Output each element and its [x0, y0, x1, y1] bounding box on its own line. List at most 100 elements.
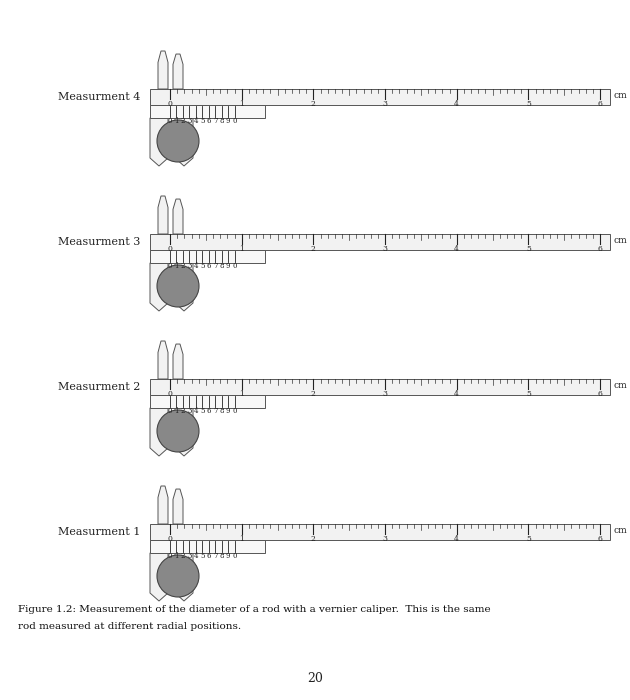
Bar: [150, 234, 610, 250]
Polygon shape: [158, 196, 168, 234]
Text: 4: 4: [454, 100, 459, 108]
Polygon shape: [150, 553, 168, 601]
Text: 7: 7: [213, 407, 217, 415]
Text: 1: 1: [239, 245, 244, 253]
Text: 9: 9: [226, 117, 231, 125]
Bar: [150, 250, 265, 263]
Text: 4: 4: [193, 552, 198, 560]
Text: 0: 0: [168, 535, 173, 543]
Polygon shape: [175, 553, 193, 601]
Text: 2: 2: [311, 245, 316, 253]
Text: 9: 9: [226, 407, 231, 415]
Text: 1: 1: [175, 407, 179, 415]
Text: 1: 1: [239, 390, 244, 398]
Text: 6: 6: [598, 245, 602, 253]
Text: 0: 0: [168, 100, 173, 108]
Text: 8: 8: [219, 262, 224, 270]
Text: 1: 1: [175, 117, 179, 125]
Text: 1: 1: [175, 262, 179, 270]
Text: 3: 3: [187, 117, 192, 125]
Text: 9: 9: [226, 552, 231, 560]
Text: 6: 6: [598, 535, 602, 543]
Text: 4: 4: [193, 407, 198, 415]
Circle shape: [157, 555, 199, 597]
Text: 2: 2: [181, 117, 185, 125]
Text: rod measured at different radial positions.: rod measured at different radial positio…: [18, 622, 241, 631]
Polygon shape: [150, 118, 168, 166]
Text: 4: 4: [454, 535, 459, 543]
Polygon shape: [158, 341, 168, 379]
Text: 3: 3: [382, 245, 387, 253]
Circle shape: [157, 410, 199, 452]
Text: 6: 6: [207, 407, 211, 415]
Text: 6: 6: [207, 117, 211, 125]
Bar: [150, 524, 610, 540]
Polygon shape: [173, 54, 183, 89]
Text: 0: 0: [232, 117, 237, 125]
Text: 0: 0: [168, 245, 173, 253]
Polygon shape: [173, 489, 183, 524]
Text: 0: 0: [168, 552, 172, 560]
Text: 5: 5: [526, 535, 530, 543]
Text: 5: 5: [200, 407, 205, 415]
Text: Measurment 3: Measurment 3: [57, 237, 140, 247]
Text: 5: 5: [200, 552, 205, 560]
Text: 2: 2: [311, 535, 316, 543]
Text: 7: 7: [213, 117, 217, 125]
Circle shape: [157, 265, 199, 307]
Bar: [150, 105, 265, 118]
Text: 6: 6: [598, 390, 602, 398]
Bar: [150, 540, 265, 553]
Polygon shape: [150, 263, 168, 311]
Text: Figure 1.2: Measurement of the diameter of a rod with a vernier caliper.  This i: Figure 1.2: Measurement of the diameter …: [18, 605, 491, 614]
Text: 5: 5: [200, 262, 205, 270]
Text: 7: 7: [213, 262, 217, 270]
Text: 2: 2: [311, 100, 316, 108]
Text: 0: 0: [232, 407, 237, 415]
Text: 6: 6: [207, 552, 211, 560]
Text: 5: 5: [526, 390, 530, 398]
Text: 2: 2: [181, 262, 185, 270]
Text: 4: 4: [454, 390, 459, 398]
Bar: [150, 395, 265, 408]
Text: 3: 3: [187, 407, 192, 415]
Text: cm: cm: [614, 381, 627, 390]
Bar: [150, 379, 610, 395]
Text: 4: 4: [454, 245, 459, 253]
Text: 0: 0: [168, 262, 172, 270]
Text: 9: 9: [226, 262, 231, 270]
Text: 1: 1: [175, 552, 179, 560]
Text: Measurment 2: Measurment 2: [57, 382, 140, 392]
Text: 3: 3: [187, 262, 192, 270]
Text: cm: cm: [614, 526, 627, 535]
Circle shape: [157, 120, 199, 162]
Text: 2: 2: [181, 552, 185, 560]
Text: 6: 6: [598, 100, 602, 108]
Text: 7: 7: [213, 552, 217, 560]
Text: cm: cm: [614, 236, 627, 245]
Text: Measurment 4: Measurment 4: [57, 92, 140, 102]
Text: 2: 2: [311, 390, 316, 398]
Text: 1: 1: [239, 100, 244, 108]
Text: 2: 2: [181, 407, 185, 415]
Text: 8: 8: [219, 552, 224, 560]
Text: 0: 0: [232, 552, 237, 560]
Text: 20: 20: [307, 671, 323, 685]
Text: 0: 0: [168, 390, 173, 398]
Text: 8: 8: [219, 117, 224, 125]
Polygon shape: [173, 199, 183, 234]
Polygon shape: [150, 408, 168, 456]
Text: 0: 0: [168, 407, 172, 415]
Text: 0: 0: [168, 117, 172, 125]
Bar: [150, 89, 610, 105]
Polygon shape: [175, 408, 193, 456]
Polygon shape: [175, 263, 193, 311]
Text: 5: 5: [526, 100, 530, 108]
Text: 5: 5: [526, 245, 530, 253]
Text: 8: 8: [219, 407, 224, 415]
Text: cm: cm: [614, 91, 627, 100]
Text: 3: 3: [187, 552, 192, 560]
Text: Measurment 1: Measurment 1: [57, 527, 140, 537]
Text: 1: 1: [239, 535, 244, 543]
Polygon shape: [158, 486, 168, 524]
